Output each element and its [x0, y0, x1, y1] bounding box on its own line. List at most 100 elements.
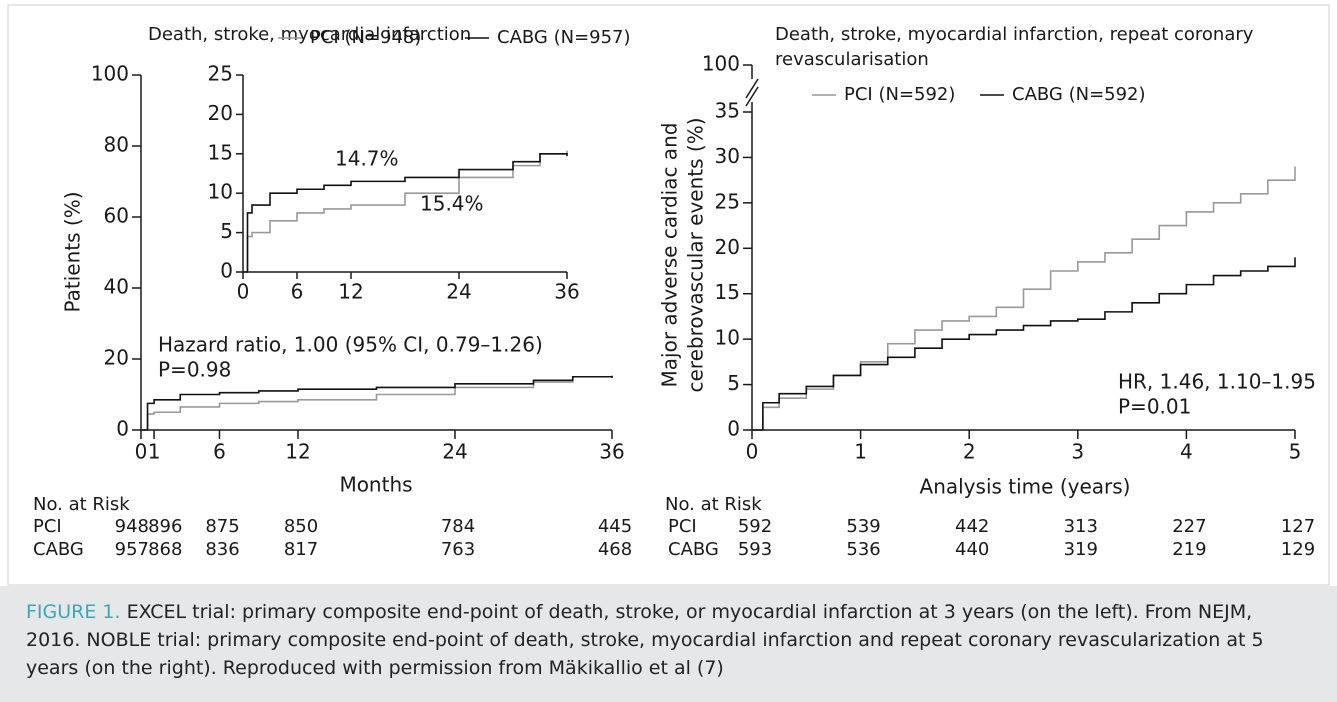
y-tick-label: 30 — [715, 144, 740, 168]
y-tick-label: 100 — [91, 62, 129, 86]
x-axis-label: Analysis time (years) — [920, 475, 1131, 499]
km-curve — [243, 150, 568, 273]
x-tick-label: 1 — [148, 440, 161, 464]
chart-title: revascularisation — [775, 49, 929, 70]
risk-value: 948 — [115, 516, 149, 537]
caption-label: FIGURE 1. — [26, 601, 121, 623]
risk-value: 129 — [1281, 539, 1315, 560]
y-tick-label: 80 — [104, 133, 129, 157]
risk-table-title: No. at Risk — [33, 494, 130, 515]
km-curve — [752, 166, 1296, 431]
risk-value: 227 — [1172, 516, 1206, 537]
y-tick-label: 0 — [116, 417, 129, 441]
y-axis-label: Patients (%) — [61, 191, 85, 312]
risk-value: 468 — [598, 539, 632, 560]
y-tick-label: 5 — [727, 371, 740, 395]
risk-value: 536 — [846, 539, 880, 560]
x-tick-label: 6 — [291, 280, 304, 304]
y-tick-label: 10 — [208, 180, 233, 204]
risk-value: 817 — [284, 539, 318, 560]
annotation: 14.7% — [335, 147, 399, 171]
km-curve — [243, 153, 568, 273]
risk-value: 442 — [955, 516, 989, 537]
risk-value: 763 — [441, 539, 475, 560]
legend-label: PCI (N=592) — [844, 84, 955, 105]
risk-value: 593 — [738, 539, 772, 560]
y-tick-label: 5 — [220, 219, 233, 243]
risk-value: 836 — [205, 539, 239, 560]
x-tick-label: 3 — [1071, 440, 1084, 464]
risk-value: 319 — [1064, 539, 1098, 560]
axis-break — [745, 78, 759, 99]
y-tick-label: 25 — [208, 62, 233, 86]
chart-title: Death, stroke, myocardial infarction, re… — [775, 24, 1254, 45]
legend-label: PCI (N=948) — [310, 27, 421, 48]
x-tick-label: 5 — [1289, 440, 1302, 464]
km-curve — [141, 375, 613, 431]
risk-value: 868 — [148, 539, 182, 560]
x-axis-label: Months — [339, 473, 412, 497]
caption: FIGURE 1. EXCEL trial: primary composite… — [0, 586, 1337, 702]
y-tick-label: 60 — [104, 204, 129, 228]
y-tick-label: 15 — [715, 280, 740, 304]
y-tick-label: 10 — [715, 326, 740, 350]
x-tick-label: 4 — [1180, 440, 1193, 464]
x-tick-label: 1 — [854, 440, 867, 464]
y-axis-label: cerebrovascular events (%) — [684, 117, 708, 392]
annotation: HR, 1.46, 1.10–1.95 — [1118, 370, 1316, 394]
risk-value: 219 — [1172, 539, 1206, 560]
annotation: 15.4% — [420, 192, 484, 216]
risk-value: 850 — [284, 516, 318, 537]
risk-value: 539 — [846, 516, 880, 537]
risk-row-name: CABG — [668, 539, 719, 560]
risk-row-name: CABG — [33, 539, 84, 560]
y-tick-label: 40 — [104, 275, 129, 299]
x-tick-label: 6 — [213, 440, 226, 464]
caption-text: EXCEL trial: primary composite end-point… — [26, 601, 1264, 679]
y-tick-label: 35 — [715, 99, 740, 123]
risk-value: 784 — [441, 516, 475, 537]
risk-value: 957 — [115, 539, 149, 560]
x-tick-label: 0 — [746, 440, 759, 464]
risk-value: 313 — [1064, 516, 1098, 537]
y-tick-label: 100 — [702, 52, 740, 76]
legend-label: CABG (N=957) — [497, 27, 631, 48]
frame — [7, 4, 1330, 586]
y-tick-label: 25 — [715, 189, 740, 213]
y-tick-label: 15 — [208, 140, 233, 164]
risk-row-name: PCI — [33, 516, 62, 537]
annotation: P=0.01 — [1118, 395, 1191, 419]
x-tick-label: 24 — [446, 280, 471, 304]
x-tick-label: 12 — [338, 280, 363, 304]
y-tick-label: 0 — [727, 417, 740, 441]
risk-value: 445 — [598, 516, 632, 537]
x-tick-label: 12 — [285, 440, 310, 464]
annotation: Hazard ratio, 1.00 (95% CI, 0.79–1.26) — [158, 333, 543, 357]
x-tick-label: 0 — [135, 440, 148, 464]
y-axis-label: Major adverse cardiac and — [658, 123, 682, 388]
y-tick-label: 20 — [208, 101, 233, 125]
risk-value: 875 — [205, 516, 239, 537]
risk-row-name: PCI — [668, 516, 697, 537]
risk-table-title: No. at Risk — [665, 494, 762, 515]
x-tick-label: 24 — [442, 440, 467, 464]
risk-value: 127 — [1281, 516, 1315, 537]
risk-value: 440 — [955, 539, 989, 560]
x-tick-label: 2 — [963, 440, 976, 464]
km-curve — [141, 375, 613, 431]
risk-value: 896 — [148, 516, 182, 537]
x-tick-label: 0 — [237, 280, 250, 304]
annotation: P=0.98 — [158, 358, 231, 382]
x-tick-label: 36 — [554, 280, 579, 304]
axis-break — [745, 86, 759, 107]
risk-value: 592 — [738, 516, 772, 537]
chart-title: Death, stroke, myocardial infarction — [148, 24, 471, 45]
km-curve — [752, 257, 1296, 431]
y-tick-label: 20 — [104, 346, 129, 370]
y-tick-label: 20 — [715, 235, 740, 259]
legend-label: CABG (N=592) — [1012, 84, 1146, 105]
x-tick-label: 36 — [599, 440, 624, 464]
y-tick-label: 0 — [220, 259, 233, 283]
